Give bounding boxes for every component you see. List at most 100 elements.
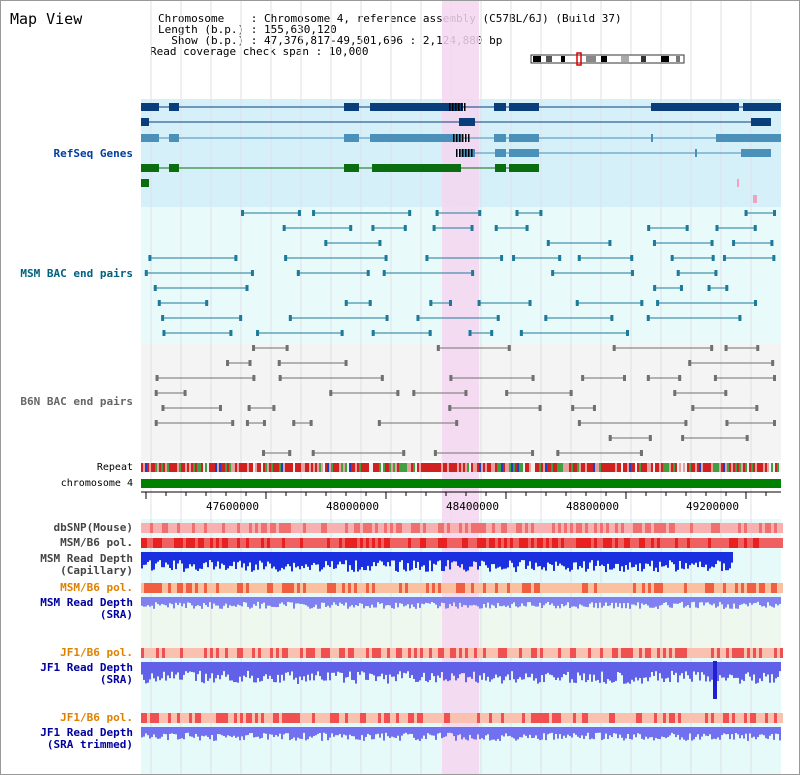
repeat-block bbox=[701, 463, 703, 472]
msm-depth-cap-bar bbox=[337, 552, 339, 565]
msm-depth-sra-bar bbox=[485, 597, 487, 608]
msm-depth-cap-bar bbox=[567, 552, 569, 568]
msm-depth-cap-bar bbox=[531, 552, 533, 569]
msm-depth-cap-bar bbox=[725, 552, 727, 571]
repeat-block bbox=[615, 463, 617, 472]
msm-depth-cap-bar bbox=[285, 552, 287, 567]
jf1-depth-trim-bar bbox=[295, 727, 297, 741]
dbsnp-cell bbox=[426, 523, 429, 533]
jf1-b6-pol2-cell bbox=[618, 713, 621, 723]
jf1-depth-bar bbox=[543, 662, 545, 683]
msm-depth-sra-bar bbox=[223, 597, 225, 606]
msm-depth-cap-bar bbox=[173, 552, 175, 561]
jf1-b6-pol-cell bbox=[498, 648, 501, 658]
jf1-b6-pol-cell bbox=[570, 648, 573, 658]
jf1-depth-trim-bar bbox=[377, 727, 379, 734]
repeat-block bbox=[589, 463, 591, 472]
b6n-bac-end bbox=[161, 405, 165, 411]
repeat-block bbox=[221, 463, 223, 472]
dbsnp-cell bbox=[201, 523, 204, 533]
jf1-depth-bar bbox=[607, 662, 609, 680]
jf1-b6-pol-cell bbox=[501, 648, 504, 658]
msm-depth-cap-bar bbox=[727, 552, 729, 571]
repeat-block bbox=[397, 463, 399, 472]
jf1-depth-bar bbox=[275, 662, 277, 683]
dbsnp-cell bbox=[696, 523, 699, 533]
msm-b6-pol-cell bbox=[198, 538, 201, 548]
repeat-block bbox=[559, 463, 561, 472]
jf1-b6-pol-cell bbox=[276, 648, 279, 658]
dbsnp-cell bbox=[342, 523, 345, 533]
msm-b6-pol-cell bbox=[195, 538, 198, 548]
msm-b6-pol-cell bbox=[549, 538, 552, 548]
jf1-b6-pol2-cell bbox=[390, 713, 393, 723]
dbsnp-cell bbox=[741, 523, 744, 533]
dbsnp-cell bbox=[345, 523, 348, 533]
jf1-depth-bar bbox=[693, 662, 695, 672]
msm-depth-sra-bar bbox=[761, 597, 763, 607]
msm-depth-sra-bar bbox=[659, 597, 661, 606]
msm-depth-cap-bar bbox=[693, 552, 695, 565]
msm-b6-pol-cell bbox=[354, 538, 357, 548]
repeat-block bbox=[229, 463, 231, 472]
repeat-block bbox=[363, 463, 365, 472]
jf1-depth-bar bbox=[711, 662, 713, 680]
jf1-b6-pol2-cell bbox=[492, 713, 495, 723]
dbsnp-cell bbox=[444, 523, 447, 533]
msm-bac-end bbox=[288, 315, 292, 321]
dbsnp-cell bbox=[648, 523, 651, 533]
msm-bac-end bbox=[646, 315, 650, 321]
jf1-depth-bar bbox=[465, 662, 467, 683]
msm-bac-end bbox=[546, 240, 550, 246]
jf1-depth-trim-bar bbox=[677, 727, 679, 735]
msm-depth-sra-bar bbox=[599, 597, 601, 603]
jf1-depth-bar bbox=[307, 662, 309, 675]
repeat-block bbox=[379, 463, 381, 472]
jf1-b6-pol-cell bbox=[741, 648, 744, 658]
msm-b6-pol-cell bbox=[510, 538, 513, 548]
jf1-depth-trim-bar bbox=[527, 727, 529, 739]
msm-depth-sra-bar bbox=[161, 597, 163, 604]
jf1-depth-trim-bar bbox=[149, 727, 151, 739]
msm-depth-sra-bar bbox=[521, 597, 523, 604]
msm-depth-sra-bar bbox=[347, 597, 349, 609]
jf1-b6-pol-cell bbox=[237, 648, 240, 658]
jf1-b6-pol-cell bbox=[159, 648, 162, 658]
b6n-bac-end bbox=[678, 375, 682, 381]
jf1-b6-pol2-cell bbox=[354, 713, 357, 723]
jf1-depth-trim-bar bbox=[297, 727, 299, 738]
msm-depth-cap-bar bbox=[183, 552, 185, 572]
jf1-b6-pol-cell bbox=[348, 648, 351, 658]
msm-depth-sra-bar bbox=[439, 597, 441, 607]
msm-depth-cap-bar bbox=[549, 552, 551, 564]
dbsnp-cell bbox=[327, 523, 330, 533]
msm-b6-pol-cell bbox=[768, 538, 771, 548]
jf1-b6-pol2-cell bbox=[408, 713, 411, 723]
msm-depth-sra-bar bbox=[641, 597, 643, 604]
b6n-bac-end bbox=[455, 420, 459, 426]
repeat-block bbox=[531, 463, 533, 472]
dbsnp-cell bbox=[369, 523, 372, 533]
jf1-b6-pol-cell bbox=[645, 648, 648, 658]
jf1-b6-pol-cell bbox=[387, 648, 390, 658]
msm-depth-sra-bar bbox=[305, 597, 307, 606]
jf1-depth-bar bbox=[397, 662, 399, 675]
msm-depth-cap-bar bbox=[665, 552, 667, 566]
msm-b6-pol-cell bbox=[639, 538, 642, 548]
exon-stripe bbox=[458, 103, 460, 111]
jf1-depth-bar bbox=[517, 662, 519, 680]
jf1-b6-pol-cell bbox=[420, 648, 423, 658]
msm-b6-pol-cell bbox=[711, 538, 714, 548]
jf1-b6-pol2-cell bbox=[555, 713, 558, 723]
repeat-block bbox=[731, 463, 733, 472]
jf1-depth-trim-bar bbox=[425, 727, 427, 740]
msm-depth-sra-bar bbox=[539, 597, 541, 603]
msm-b6-pol-cell bbox=[675, 538, 678, 548]
jf1-depth-trim-bar bbox=[493, 727, 495, 740]
dbsnp-cell bbox=[234, 523, 237, 533]
msm-depth-cap-bar bbox=[729, 552, 731, 569]
msm-b6-pol-sra-cell bbox=[477, 583, 480, 593]
msm-depth-cap-bar bbox=[261, 552, 263, 563]
jf1-depth-bar bbox=[511, 662, 513, 672]
